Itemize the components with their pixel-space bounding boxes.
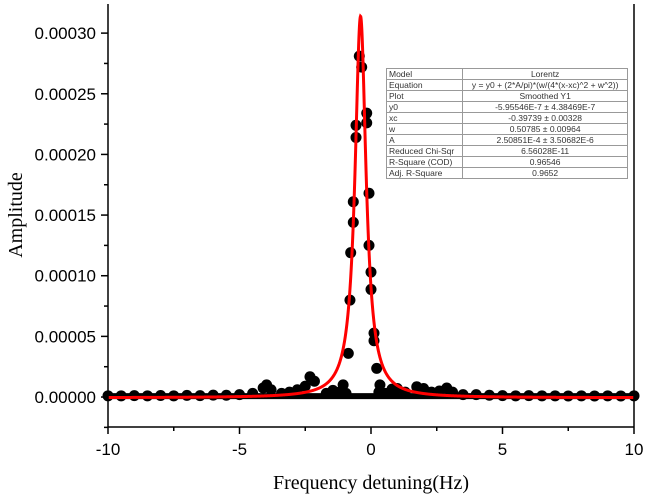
x-tick-label: 0 (366, 440, 375, 459)
x-tick-label: -10 (96, 440, 121, 459)
y-tick-label: 0.00005 (35, 327, 96, 346)
fit-param-label: xc (385, 112, 464, 124)
fit-table-row: Reduced Chi-Sqr 6.56028E-11 (385, 145, 628, 157)
x-tick-label: 5 (498, 440, 507, 459)
fit-param-label: Adj. R-Square (385, 167, 464, 179)
fit-param-label: R-Square (COD) (385, 156, 464, 168)
data-point (265, 384, 277, 396)
fit-param-value: 0.50785 ± 0.00964 (462, 123, 628, 135)
fit-param-value: Lorentz (462, 68, 628, 80)
data-point (361, 117, 373, 129)
data-point (342, 347, 354, 359)
y-axis-title: Amplitude (5, 172, 27, 258)
fit-curve (108, 13, 634, 400)
y-tick-label: 0.00030 (35, 24, 96, 43)
fit-table-row: xc -0.39739 ± 0.00328 (385, 112, 628, 124)
fit-table-row: Plot Smoothed Y1 (385, 90, 628, 102)
fit-param-value: -0.39739 ± 0.00328 (462, 112, 628, 124)
fit-param-value: Smoothed Y1 (462, 90, 628, 102)
y-tick-label: 0.00015 (35, 206, 96, 225)
fit-param-label: Model (385, 68, 464, 80)
y-tick-label: 0.00020 (35, 145, 96, 164)
plot-marks (102, 13, 640, 402)
fit-table-row: A 2.50851E-4 ± 3.50682E-6 (385, 134, 628, 146)
data-point (371, 362, 383, 374)
y-tick-label: 0.00000 (35, 388, 96, 407)
x-axis-title: Frequency detuning(Hz) (273, 472, 469, 494)
x-tick-label: 10 (625, 440, 644, 459)
x-tick-label: -5 (232, 440, 247, 459)
fit-param-label: w (385, 123, 464, 135)
fit-param-label: y0 (385, 101, 464, 113)
fit-results-table: Model Lorentz Equation y = y0 + (2*A/pi)*(w… (385, 68, 628, 179)
fit-table-row: Adj. R-Square 0.9652 (385, 167, 628, 179)
y-tick-label: 0.00025 (35, 85, 96, 104)
fit-param-value: 0.96546 (462, 156, 628, 168)
fit-param-value: -5.95546E-7 ± 4.38469E-7 (462, 101, 628, 113)
fit-param-value: 6.56028E-11 (462, 145, 628, 157)
fit-param-value: y = y0 + (2*A/pi)*(w/(4*(x-xc)^2 + w^2)) (462, 79, 628, 91)
fit-table-row: w 0.50785 ± 0.00964 (385, 123, 628, 135)
fit-param-label: A (385, 134, 464, 146)
fit-table-row: Model Lorentz (385, 68, 628, 80)
fit-param-label: Plot (385, 90, 464, 102)
fit-param-value: 0.9652 (462, 167, 628, 179)
fit-param-value: 2.50851E-4 ± 3.50682E-6 (462, 134, 628, 146)
fit-param-label: Reduced Chi-Sqr (385, 145, 464, 157)
fit-param-label: Equation (385, 79, 464, 91)
y-tick-label: 0.00010 (35, 267, 96, 286)
fit-table-row: R-Square (COD) 0.96546 (385, 156, 628, 168)
axes: -10 -5 0 5 10 0.00000 0.00005 0.00010 0.00015 0.0… (35, 4, 644, 459)
fit-table-row: y0 -5.95546E-7 ± 4.38469E-7 (385, 101, 628, 113)
data-point (308, 375, 320, 387)
fit-table-row: Equation y = y0 + (2*A/pi)*(w/(4*(x-xc)^2… (385, 79, 628, 91)
